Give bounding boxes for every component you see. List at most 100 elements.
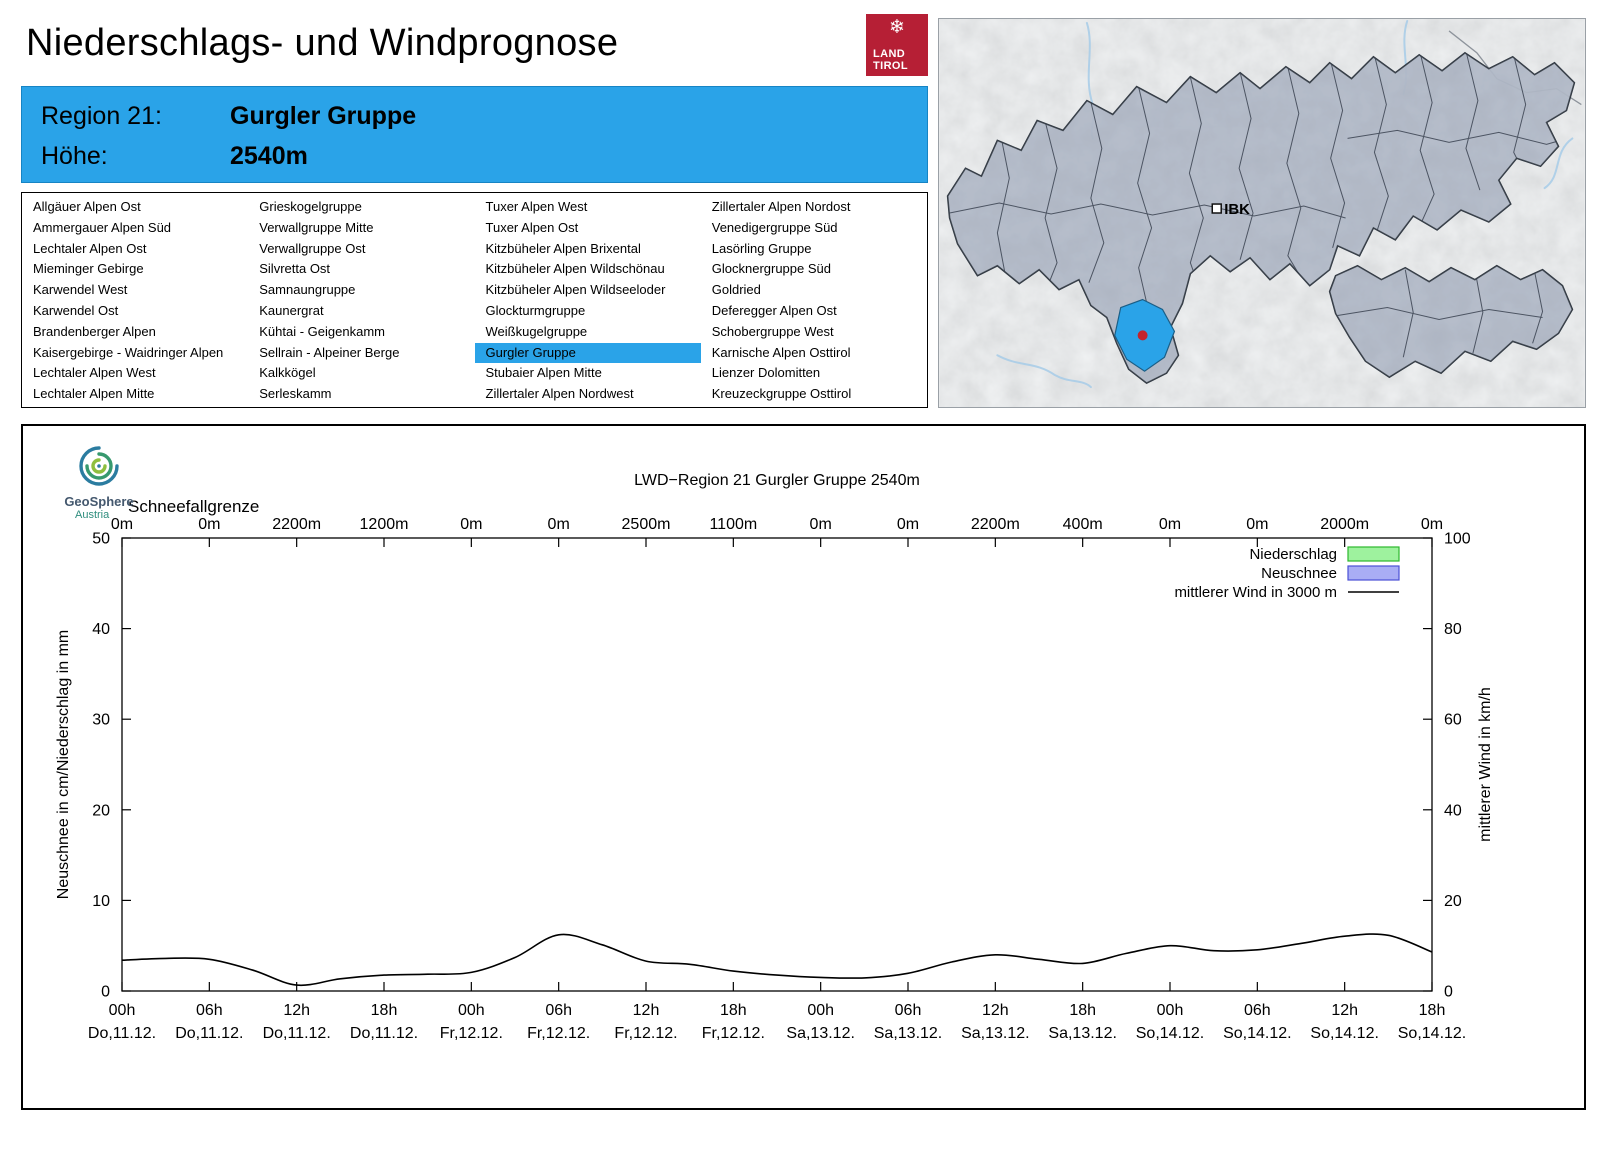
x-date-label: Do,11.12. (263, 1025, 331, 1042)
x-hour-label: 06h (196, 1002, 223, 1019)
region-list-item[interactable]: Goldried (711, 282, 761, 298)
region-list-item[interactable]: Kühtai - Geigenkamm (259, 323, 385, 339)
y-right-tick-label: 80 (1444, 621, 1462, 638)
region-list-item[interactable]: Verwallgruppe Ost (259, 240, 366, 256)
region-list-item[interactable]: Karwendel West (33, 282, 128, 298)
chart-panel: LWD−Region 21 Gurgler Gruppe 2540m Schnee… (21, 424, 1586, 1110)
region-list-item[interactable]: Kitzbüheler Alpen Brixental (485, 240, 641, 256)
region-column: Grieskogelgruppe Verwallgruppe Mitte Verwa… (248, 197, 474, 403)
wind-line (121, 933, 1433, 987)
region-list-item[interactable]: Venedigergruppe Süd (711, 219, 838, 235)
snowline-value: 1100m (709, 516, 757, 533)
region-list-item[interactable]: Weißkugelgruppe (485, 323, 588, 339)
region-list-item[interactable]: Lienzer Dolomitten (711, 365, 821, 381)
chart-title: LWD−Region 21 Gurgler Gruppe 2540m (634, 472, 920, 489)
axis-ticks (121, 537, 1433, 992)
selected-region-dot (1137, 330, 1148, 341)
geosphere-logo: GeoSphere Austria (53, 444, 145, 521)
snowline-value: 2200m (971, 516, 1020, 533)
brand-line2: TIROL (873, 60, 908, 72)
region-list-item[interactable]: Karwendel Ost (33, 302, 119, 318)
legend-label: Neuschnee (1261, 565, 1337, 582)
legend-label: mittlerer Wind in 3000 m (1174, 584, 1337, 601)
x-date-label: Sa,13.12. (874, 1025, 943, 1042)
snowline-value: 0m (1246, 516, 1268, 533)
region-list-item[interactable]: Grieskogelgruppe (259, 199, 362, 214)
region-list-item[interactable]: Gurgler Gruppe (474, 342, 701, 364)
region-list-item[interactable]: Lechtaler Alpen West (33, 365, 156, 381)
y-left-tick-label: 50 (92, 531, 110, 548)
region-list-item[interactable]: Deferegger Alpen Ost (711, 302, 837, 318)
x-date-label: Do,11.12. (88, 1025, 156, 1042)
y-right-tick-label: 60 (1444, 712, 1462, 729)
region-list-item[interactable]: Karnische Alpen Osttirol (711, 344, 851, 360)
region-list-item[interactable]: Zillertaler Alpen Nordwest (485, 386, 634, 402)
land-tirol-logo-text: LAND TIROL (873, 48, 921, 72)
region-list-item[interactable]: Glockturmgruppe (485, 302, 586, 318)
geosphere-icon (79, 446, 119, 486)
page-title: Niederschlags- und Windprognose (26, 22, 619, 64)
snowline-value: 400m (1063, 516, 1103, 533)
region-list-item[interactable]: Schobergruppe West (711, 323, 834, 339)
snowline-value: 0m (1421, 516, 1443, 533)
x-hour-label: 06h (1244, 1002, 1271, 1019)
region-list-item[interactable]: Serleskamm (259, 386, 332, 402)
x-date-label: So,14.12. (1136, 1025, 1205, 1042)
x-date-label: So,14.12. (1223, 1025, 1292, 1042)
y-right-tick-label: 0 (1444, 984, 1453, 1001)
ibk-city-marker (1211, 203, 1222, 214)
region-list-item[interactable]: Silvretta Ost (259, 261, 331, 277)
region-list-item[interactable]: Lasörling Gruppe (711, 240, 812, 256)
chart-root: LWD−Region 21 Gurgler Gruppe 2540m Schnee… (55, 472, 1494, 1042)
x-hour-label: 12h (283, 1002, 310, 1019)
region-list-item[interactable]: Mieminger Gebirge (33, 261, 144, 277)
region-list-item[interactable]: Zillertaler Alpen Nordost (711, 199, 851, 214)
tirol-overview-map[interactable]: IBK (938, 18, 1586, 408)
tirol-map-svg[interactable]: IBK (939, 19, 1585, 407)
snowline-value: 1200m (360, 516, 409, 533)
region-list-item[interactable]: Sellrain - Alpeiner Berge (259, 344, 400, 360)
brand-line1: LAND (873, 48, 906, 60)
x-date-label: Fr,12.12. (440, 1025, 503, 1042)
region-list-item[interactable]: Lechtaler Alpen Ost (33, 240, 147, 256)
y-right-axis-title: mittlerer Wind in km/h (1477, 687, 1494, 842)
y-left-tick-label: 30 (92, 712, 110, 729)
region-list-item[interactable]: Lechtaler Alpen Mitte (33, 386, 155, 402)
region-list-item[interactable]: Brandenberger Alpen (33, 323, 156, 339)
snowline-value: 2200m (272, 516, 321, 533)
snowline-value: 0m (111, 516, 133, 533)
y-right-tick-label: 40 (1444, 802, 1462, 819)
x-date-label: Sa,13.12. (786, 1025, 855, 1042)
altitude-label: Höhe: (41, 141, 108, 170)
x-hour-label: 06h (895, 1002, 922, 1019)
snowline-value: 2500m (622, 516, 671, 533)
region-list-item[interactable]: Tuxer Alpen West (485, 199, 588, 214)
region-list-item[interactable]: Kitzbüheler Alpen Wildschönau (485, 261, 665, 277)
region-list-item[interactable]: Allgäuer Alpen Ost (33, 199, 141, 214)
region-list-item[interactable]: Kaisergebirge - Waidringer Alpen (33, 344, 224, 360)
x-hour-label: 00h (109, 1002, 136, 1019)
x-date-label: So,14.12. (1398, 1025, 1467, 1042)
region-list-item[interactable]: Kreuzeckgruppe Osttirol (711, 386, 852, 402)
region-list-item[interactable]: Samnaungruppe (259, 282, 356, 298)
snowline-value: 2000m (1320, 516, 1369, 533)
altitude-value: 2540m (230, 141, 308, 170)
snowline-label: Schneefallgrenze (128, 497, 259, 516)
region-number-label: Region 21: (41, 101, 162, 130)
snowline-value: 0m (897, 516, 919, 533)
x-date-label: Fr,12.12. (527, 1025, 590, 1042)
region-list-item[interactable]: Ammergauer Alpen Süd (33, 219, 172, 235)
region-column: Zillertaler Alpen Nordost Venedigergruppe… (701, 197, 927, 403)
region-list-item[interactable]: Tuxer Alpen Ost (485, 219, 579, 235)
region-list-item[interactable]: Kaunergrat (259, 302, 324, 318)
x-hour-label: 12h (982, 1002, 1009, 1019)
region-list-item[interactable]: Kalkkögel (259, 365, 316, 381)
region-list-item[interactable]: Stubaier Alpen Mitte (485, 365, 602, 381)
region-list-item[interactable]: Kitzbüheler Alpen Wildseeloder (485, 282, 666, 298)
region-list-item[interactable]: Glocknergruppe Süd (711, 261, 831, 277)
region-list-item[interactable]: Verwallgruppe Mitte (259, 219, 374, 235)
x-hour-label: 18h (1419, 1002, 1446, 1019)
region-column: Tuxer Alpen West Tuxer Alpen Ost Kitzbühel… (474, 197, 701, 403)
x-hour-label: 00h (1157, 1002, 1184, 1019)
